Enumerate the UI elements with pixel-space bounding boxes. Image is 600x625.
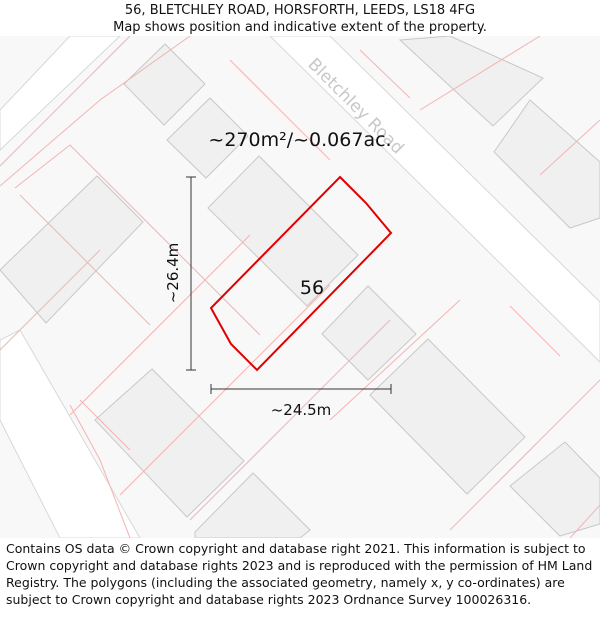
boundary-line bbox=[539, 119, 600, 176]
side-road-top-left bbox=[0, 36, 121, 151]
copyright-notice: Contains OS data © Crown copyright and d… bbox=[6, 541, 593, 607]
boundary-line bbox=[449, 379, 600, 531]
building bbox=[369, 338, 526, 495]
boundary-line bbox=[189, 319, 391, 521]
area-label: ~270m²/~0.067ac. bbox=[208, 129, 391, 151]
boundary-line bbox=[509, 305, 561, 357]
boundary-line bbox=[19, 194, 151, 326]
boundary-line bbox=[329, 299, 461, 421]
building bbox=[493, 99, 600, 229]
building bbox=[0, 175, 144, 324]
boundary-line bbox=[0, 249, 101, 351]
boundary-line bbox=[229, 59, 331, 161]
width-dimension bbox=[210, 384, 392, 394]
boundary-line bbox=[14, 144, 261, 336]
boundary-line bbox=[79, 399, 131, 451]
property-address-title: 56, BLETCHLEY ROAD, HORSFORTH, LEEDS, LS… bbox=[124, 3, 476, 18]
map-subtitle: Map shows position and indicative extent… bbox=[113, 20, 487, 35]
boundary-line bbox=[0, 36, 131, 167]
property-map: Bletchley Road ~270m²/~0.067ac. 56 ~26.4… bbox=[0, 36, 600, 538]
height-dimension bbox=[186, 176, 196, 371]
boundary-line bbox=[69, 404, 131, 538]
building bbox=[123, 43, 206, 126]
building bbox=[194, 472, 311, 538]
boundary-line bbox=[0, 36, 191, 187]
boundary-line bbox=[359, 49, 411, 99]
bletchley-road bbox=[269, 36, 600, 363]
side-road-left bbox=[0, 329, 141, 538]
building bbox=[94, 368, 245, 518]
map-header: 56, BLETCHLEY ROAD, HORSFORTH, LEEDS, LS… bbox=[0, 0, 600, 38]
building bbox=[398, 36, 544, 127]
building bbox=[321, 285, 417, 381]
building bbox=[207, 155, 359, 307]
boundary-line bbox=[69, 234, 251, 416]
property-boundary bbox=[209, 175, 393, 372]
boundary-line bbox=[419, 36, 541, 111]
boundary-line bbox=[569, 504, 600, 538]
height-label: ~26.4m bbox=[164, 243, 182, 304]
house-number-label: 56 bbox=[300, 277, 324, 299]
width-label: ~24.5m bbox=[271, 401, 332, 419]
building bbox=[509, 441, 600, 537]
building bbox=[166, 97, 249, 179]
boundary-line bbox=[119, 284, 331, 496]
